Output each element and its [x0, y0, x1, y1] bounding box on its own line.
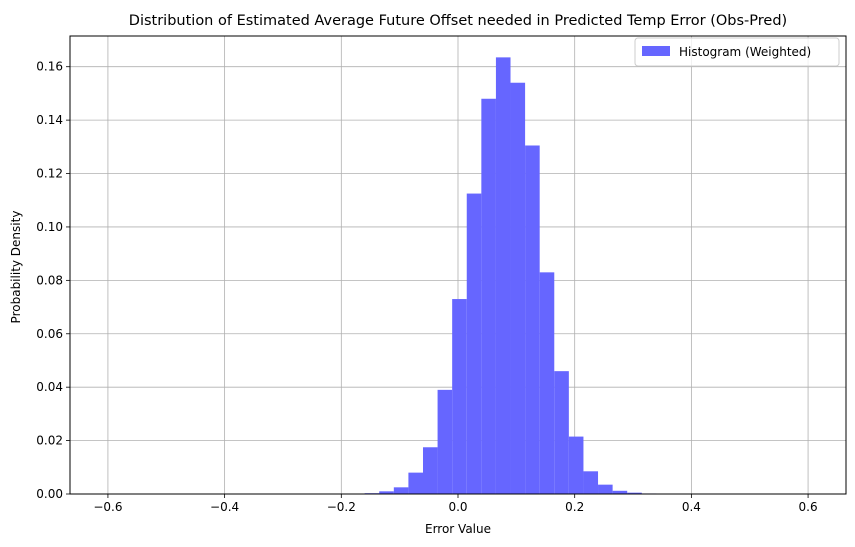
histogram-bar — [627, 492, 642, 494]
legend: Histogram (Weighted) — [634, 37, 840, 67]
x-tick-label: −0.4 — [210, 500, 239, 514]
histogram-bar — [452, 299, 467, 494]
histogram-bar — [422, 447, 438, 494]
histogram-bar — [379, 491, 394, 494]
legend-label: Histogram (Weighted) — [679, 45, 811, 59]
histogram-bar — [437, 389, 453, 494]
histogram-bar — [408, 472, 423, 494]
x-tick-label: 0.0 — [448, 500, 467, 514]
histogram-bar — [539, 272, 555, 494]
y-tick-label: 0.06 — [36, 327, 63, 341]
legend-swatch — [642, 46, 670, 56]
legend-frame — [634, 37, 840, 67]
y-tick-label: 0.10 — [36, 220, 63, 234]
x-tick-label: −0.2 — [327, 500, 356, 514]
histogram-bar — [495, 57, 511, 494]
histogram-bar — [612, 490, 628, 494]
x-tick-label: 0.6 — [799, 500, 818, 514]
histogram-bar — [481, 98, 496, 494]
y-tick-label: 0.14 — [36, 113, 63, 127]
histogram-bar — [393, 487, 409, 494]
histogram-bar — [510, 82, 526, 495]
y-tick-label: 0.12 — [36, 167, 63, 181]
y-tick-label: 0.00 — [36, 487, 63, 501]
histogram-bar — [466, 193, 482, 494]
y-tick-label: 0.04 — [36, 380, 63, 394]
grid-lines — [70, 36, 846, 495]
x-tick-label: 0.2 — [565, 500, 584, 514]
y-axis-ticks: 0.00 0.02 0.04 0.06 0.08 0.10 0.12 0.14 0.16 — [36, 60, 70, 501]
chart-title: Distribution of Estimated Average Future… — [129, 13, 787, 29]
y-axis-label: Probability Density — [9, 211, 23, 324]
histogram-bar — [568, 436, 584, 494]
x-axis-ticks: −0.6 −0.4 −0.2 0.0 0.2 0.4 0.6 — [93, 494, 818, 514]
histogram-bar — [554, 371, 569, 494]
x-tick-label: −0.6 — [93, 500, 122, 514]
x-axis-label: Error Value — [425, 522, 491, 536]
histogram-bar — [583, 471, 599, 494]
histogram-bars — [364, 57, 657, 495]
histogram-bar — [598, 484, 613, 494]
histogram-bar — [525, 145, 540, 494]
y-tick-label: 0.16 — [36, 60, 63, 74]
y-tick-label: 0.08 — [36, 273, 63, 287]
x-tick-label: 0.4 — [682, 500, 701, 514]
y-tick-label: 0.02 — [36, 434, 63, 448]
